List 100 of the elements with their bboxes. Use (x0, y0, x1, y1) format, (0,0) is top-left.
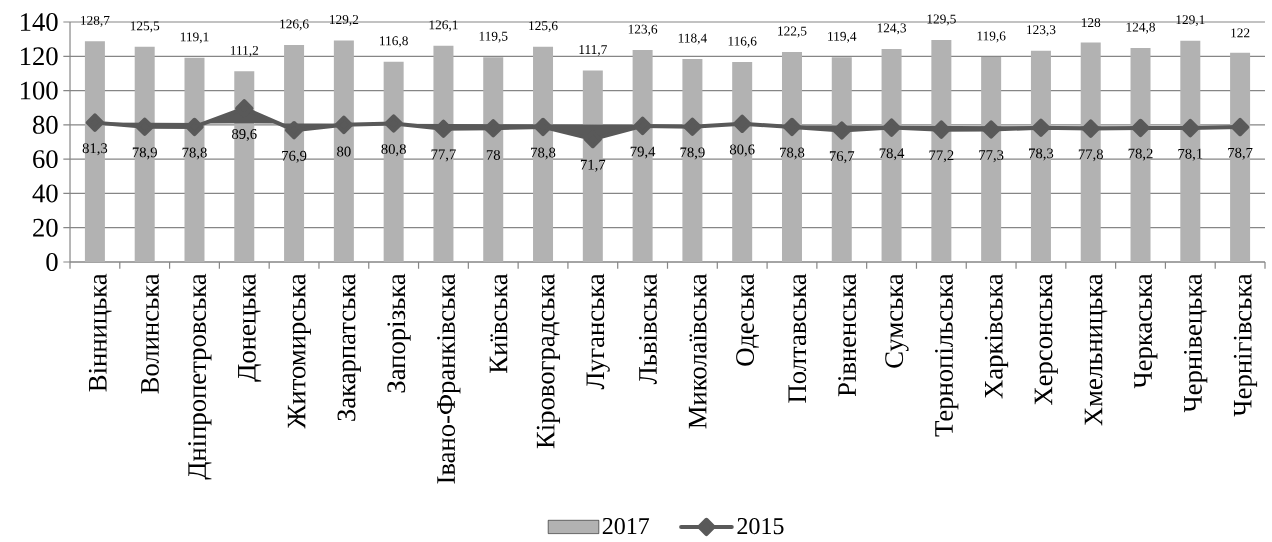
data-label: 126,1 (429, 20, 458, 32)
point (1031, 118, 1051, 137)
y-tick-label: 100 (20, 81, 58, 100)
data-label: 77,3 (979, 150, 1004, 163)
data-label: 128 (1081, 18, 1101, 28)
data-label: 119,5 (479, 31, 508, 43)
x-tick-label: Полтавська (788, 273, 807, 403)
point (334, 115, 354, 135)
data-label: 78,2 (1128, 148, 1153, 161)
x-tick-label: Львівська (638, 273, 657, 385)
data-label: 77,2 (929, 150, 954, 163)
bar (333, 40, 354, 262)
data-label: 122,5 (778, 26, 807, 38)
point (882, 118, 901, 137)
data-label: 116,8 (380, 36, 408, 48)
x-tick-label: Київська (489, 273, 508, 373)
data-label: 78,9 (680, 147, 705, 160)
x-tick-label: Житомирська (287, 273, 311, 429)
y-tick-label: 140 (20, 13, 58, 31)
data-label: 119,6 (977, 31, 1006, 43)
bar (1230, 52, 1251, 262)
data-label: 80,8 (381, 144, 406, 157)
data-label: 124,8 (1126, 22, 1156, 34)
bar (184, 57, 205, 262)
point (533, 117, 553, 137)
bar (84, 41, 105, 262)
x-tick-label: Хмельницька (1084, 273, 1108, 426)
x-tick-label: Кіровоградська (536, 273, 561, 449)
point (85, 113, 105, 132)
data-label: 78 (486, 150, 501, 160)
data-label: 78,4 (879, 148, 905, 161)
x-tick-label: Донецька (238, 273, 262, 382)
bar (732, 62, 753, 262)
data-label: 125,6 (529, 21, 558, 33)
data-label: 129,5 (927, 14, 956, 26)
bar (284, 44, 305, 262)
y-tick-label: 20 (33, 218, 58, 237)
y-tick-label: 60 (33, 150, 58, 169)
data-label: 111,7 (579, 45, 607, 56)
data-label: 78,8 (182, 147, 207, 160)
point (832, 121, 851, 140)
bar (483, 57, 504, 262)
y-tick-label: 40 (32, 184, 58, 203)
data-label: 129,2 (330, 15, 359, 26)
point (1131, 118, 1150, 138)
data-label: 80,6 (729, 144, 755, 157)
x-tick-label: Закарпатська (337, 273, 361, 421)
data-label: 125,5 (130, 21, 160, 33)
data-label: 124,3 (877, 23, 907, 35)
data-label: 119,1 (180, 32, 209, 44)
data-label: 78,1 (1178, 148, 1203, 161)
data-label: 76,9 (282, 150, 307, 163)
bar (433, 45, 454, 262)
data-label: 129,1 (1176, 15, 1205, 27)
x-tick-label: Чернігівська (1233, 273, 1258, 417)
data-label: 77,8 (1078, 149, 1103, 162)
x-tick-label: Сумська (885, 273, 909, 368)
x-tick-label: Чернівецька (1183, 273, 1208, 413)
bar (682, 59, 703, 262)
point (633, 116, 652, 136)
data-label: 128,7 (81, 15, 110, 27)
bar (1130, 48, 1151, 262)
x-tick-label: Миколаївська (688, 273, 707, 429)
bar (931, 40, 952, 262)
data-label: 111,2 (230, 45, 259, 57)
data-label: 77,7 (431, 149, 456, 162)
data-label: 123,6 (628, 24, 658, 36)
point (434, 119, 453, 138)
point (683, 117, 702, 136)
bar (1030, 50, 1051, 262)
x-tick-label: Одеська (736, 273, 759, 366)
point (384, 114, 403, 133)
point (1230, 117, 1250, 137)
bar (134, 46, 155, 262)
x-tick-label: Рівненська (838, 273, 857, 397)
point (484, 119, 503, 138)
legend-label: 2017 (602, 517, 650, 535)
data-label: 78,9 (132, 147, 157, 160)
point (733, 114, 752, 133)
data-label: 80 (337, 146, 351, 157)
data-label: 71,7 (580, 159, 606, 172)
data-label: 78,8 (780, 147, 805, 160)
x-tick-label: Тернопільська (935, 273, 959, 437)
data-label: 126,6 (280, 19, 309, 31)
point (185, 117, 204, 137)
x-tick-label: Запорізька (387, 273, 411, 393)
data-label: 78,7 (1228, 147, 1253, 160)
x-tick-label: Волинська (141, 273, 159, 394)
x-tick-label: Черкаська (1134, 273, 1158, 389)
bar (383, 61, 404, 262)
data-label: 78,8 (531, 147, 556, 160)
point (1181, 118, 1200, 138)
x-tick-label: Луганська (586, 273, 610, 390)
data-label: 81,3 (82, 143, 108, 156)
bar (981, 56, 1002, 262)
y-tick-label: 80 (32, 115, 58, 134)
x-tick-label: Херсонська (1034, 273, 1058, 406)
x-tick-label: Вінницька (88, 273, 112, 392)
point (284, 121, 304, 140)
bar (831, 57, 852, 262)
